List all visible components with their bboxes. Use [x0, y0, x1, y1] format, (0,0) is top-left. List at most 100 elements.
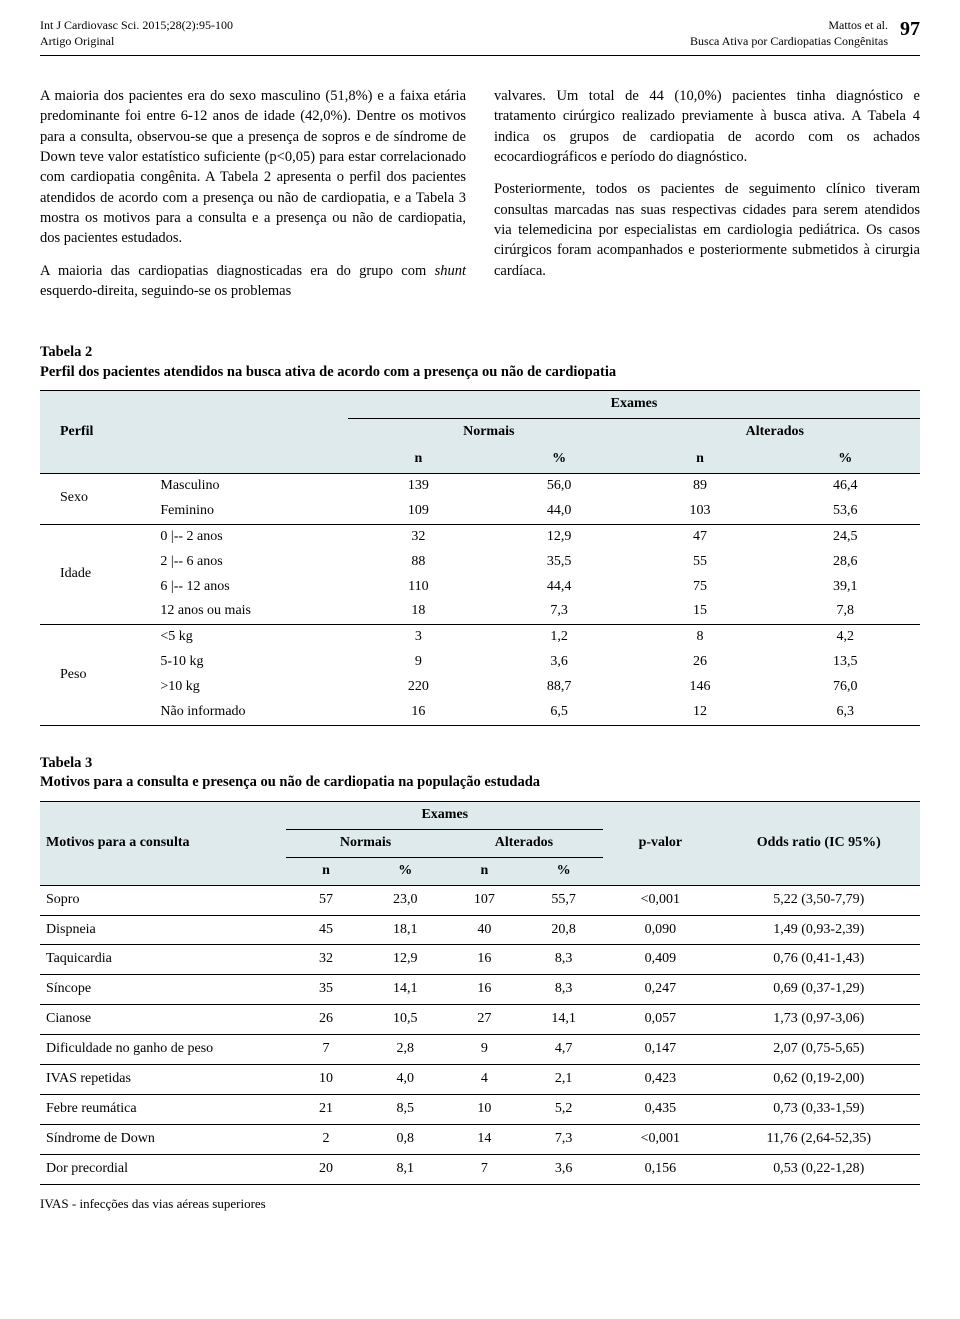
t3-alterados: Alterados: [445, 829, 603, 857]
cell: 6 |-- 12 anos: [154, 575, 348, 600]
cell: 8,1: [366, 1154, 445, 1184]
table-2: Exames Perfil Normais Alterados n % n % …: [40, 390, 920, 726]
cell: <0,001: [603, 885, 717, 915]
cell: 40: [445, 915, 524, 945]
cell: Febre reumática: [40, 1094, 286, 1124]
cell: 0,435: [603, 1094, 717, 1124]
table-row: Dispneia4518,14020,80,0901,49 (0,93-2,39…: [40, 915, 920, 945]
authors: Mattos et al.: [690, 18, 888, 34]
cell: 1,2: [489, 625, 630, 650]
cell: Dispneia: [40, 915, 286, 945]
cell: 0,8: [366, 1124, 445, 1154]
cell: 4,0: [366, 1065, 445, 1095]
cell: <5 kg: [154, 625, 348, 650]
cell: 4: [445, 1065, 524, 1095]
table-row: Cianose2610,52714,10,0571,73 (0,97-3,06): [40, 1005, 920, 1035]
cell: 3: [348, 625, 489, 650]
cell: 56,0: [489, 473, 630, 498]
table-row: Dificuldade no ganho de peso72,894,70,14…: [40, 1035, 920, 1065]
cell: 18,1: [366, 915, 445, 945]
cell: 75: [630, 575, 771, 600]
article-type: Artigo Original: [40, 34, 233, 50]
cell: 20: [286, 1154, 365, 1184]
t2-n2: n: [630, 446, 771, 473]
cell: 44,4: [489, 575, 630, 600]
table-3-block: Tabela 3 Motivos para a consulta e prese…: [40, 754, 920, 1212]
cell: 107: [445, 885, 524, 915]
cell: <0,001: [603, 1124, 717, 1154]
table-3: Exames Motivos para a consulta Normais A…: [40, 801, 920, 1185]
cell: 0,76 (0,41-1,43): [718, 945, 920, 975]
cell: 7,8: [770, 599, 920, 624]
paragraph-4: Posteriormente, todos os pacientes de se…: [494, 179, 920, 280]
table-2-subtitle: Perfil dos pacientes atendidos na busca …: [40, 363, 920, 383]
cell: 26: [630, 650, 771, 675]
cell: 7: [445, 1154, 524, 1184]
cell: 15: [630, 599, 771, 624]
cell: 88: [348, 550, 489, 575]
cell: 16: [348, 700, 489, 725]
table-3-footnote: IVAS - infecções das vias aéreas superio…: [40, 1195, 920, 1213]
category-label: Idade: [40, 524, 154, 625]
cell: 0,156: [603, 1154, 717, 1184]
cell: 8,3: [524, 945, 603, 975]
journal-reference: Int J Cardiovasc Sci. 2015;28(2):95-100: [40, 18, 233, 34]
paragraph-3: valvares. Um total de 44 (10,0%) pacient…: [494, 86, 920, 167]
cell: 1,49 (0,93-2,39): [718, 915, 920, 945]
cell: 2 |-- 6 anos: [154, 550, 348, 575]
table-3-subtitle: Motivos para a consulta e presença ou nã…: [40, 773, 920, 793]
table-row: Idade0 |-- 2 anos3212,94724,5: [40, 524, 920, 549]
table-row: 5-10 kg93,62613,5: [40, 650, 920, 675]
cell: 10,5: [366, 1005, 445, 1035]
cell: 20,8: [524, 915, 603, 945]
cell: 8: [630, 625, 771, 650]
page-number: 97: [900, 16, 920, 42]
header-left: Int J Cardiovasc Sci. 2015;28(2):95-100 …: [40, 18, 233, 49]
cell: >10 kg: [154, 675, 348, 700]
cell: 0 |-- 2 anos: [154, 524, 348, 549]
cell: 39,1: [770, 575, 920, 600]
table-row: Febre reumática218,5105,20,4350,73 (0,33…: [40, 1094, 920, 1124]
cell: 3,6: [524, 1154, 603, 1184]
cell: 103: [630, 499, 771, 524]
cell: 0,423: [603, 1065, 717, 1095]
right-column: valvares. Um total de 44 (10,0%) pacient…: [494, 86, 920, 313]
cell: 47: [630, 524, 771, 549]
cell: 0,090: [603, 915, 717, 945]
cell: 6,3: [770, 700, 920, 725]
table-row: Dor precordial208,173,60,1560,53 (0,22-1…: [40, 1154, 920, 1184]
table-row: 12 anos ou mais187,3157,8: [40, 599, 920, 624]
cell: Taquicardia: [40, 945, 286, 975]
cell: 0,057: [603, 1005, 717, 1035]
cell: 5,22 (3,50-7,79): [718, 885, 920, 915]
cell: 146: [630, 675, 771, 700]
table-row: Peso<5 kg31,284,2: [40, 625, 920, 650]
cell: 16: [445, 945, 524, 975]
cell: Cianose: [40, 1005, 286, 1035]
cell: 7,3: [524, 1124, 603, 1154]
cell: IVAS repetidas: [40, 1065, 286, 1095]
cell: 45: [286, 915, 365, 945]
table-row: >10 kg22088,714676,0: [40, 675, 920, 700]
cell: 11,76 (2,64-52,35): [718, 1124, 920, 1154]
table-row: Síncope3514,1168,30,2470,69 (0,37-1,29): [40, 975, 920, 1005]
cell: 1,73 (0,97-3,06): [718, 1005, 920, 1035]
cell: 14: [445, 1124, 524, 1154]
cell: Masculino: [154, 473, 348, 498]
cell: 12: [630, 700, 771, 725]
cell: 16: [445, 975, 524, 1005]
cell: 32: [348, 524, 489, 549]
table-2-title: Tabela 2: [40, 343, 920, 363]
cell: 26: [286, 1005, 365, 1035]
paragraph-2: A maioria das cardiopatias diagnosticada…: [40, 261, 466, 302]
table-row: SexoMasculino13956,08946,4: [40, 473, 920, 498]
t3-odds: Odds ratio (IC 95%): [718, 829, 920, 857]
cell: 0,247: [603, 975, 717, 1005]
cell: 10: [445, 1094, 524, 1124]
cell: 35,5: [489, 550, 630, 575]
cell: 32: [286, 945, 365, 975]
cell: 0,73 (0,33-1,59): [718, 1094, 920, 1124]
cell: 5-10 kg: [154, 650, 348, 675]
t2-p1: %: [489, 446, 630, 473]
table-row: Síndrome de Down20,8147,3<0,00111,76 (2,…: [40, 1124, 920, 1154]
